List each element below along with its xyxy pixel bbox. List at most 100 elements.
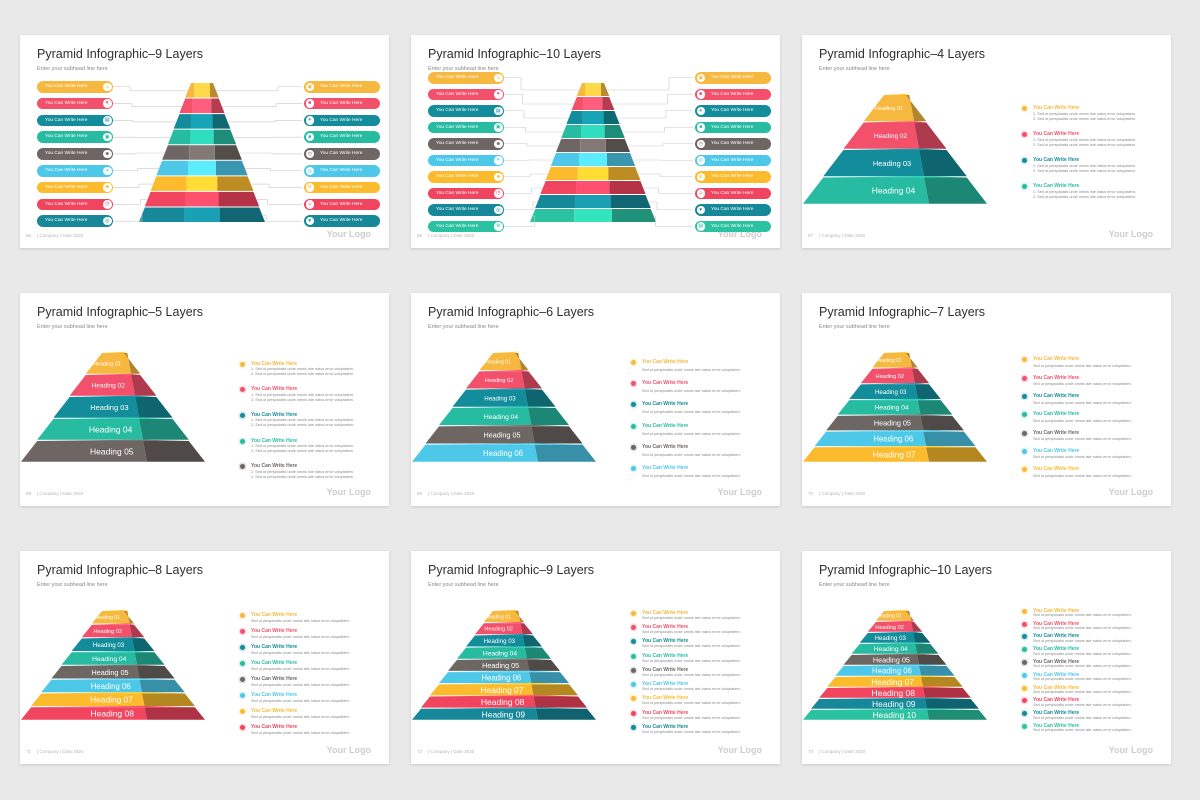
bullet-dot-icon <box>1022 393 1027 399</box>
slide[interactable]: Pyramid Infographic–9 Layers Enter your s… <box>20 35 389 248</box>
building-icon: ▣ <box>696 73 705 82</box>
bullet-dot-icon <box>631 710 636 716</box>
slide[interactable]: Pyramid Infographic–10 Layers Enter your … <box>411 35 780 248</box>
layer-center-face <box>582 111 604 124</box>
bullet-dot-icon <box>1022 158 1027 163</box>
legend-title: You Can Write Here <box>642 401 689 408</box>
layer-heading: Heading 08 <box>481 697 525 707</box>
legend-title: You Can Write Here <box>642 443 689 450</box>
layer-side-face <box>129 624 145 638</box>
people-icon: ☻ <box>305 99 314 108</box>
slide-subhead: Enter your subhead line here <box>37 66 108 72</box>
layer-center-face <box>577 167 609 180</box>
legend-text: Sed ut perspiciatis unde omnis iste natu… <box>642 672 741 677</box>
list-number: 1. <box>251 469 256 474</box>
layer-front-face <box>849 384 918 399</box>
pyramid-layer: Heading 01 <box>875 609 915 621</box>
layer-left-face <box>185 83 194 98</box>
layer-heading: Heading 02 <box>92 383 126 390</box>
slide[interactable]: Pyramid Infographic–5 Layers Enter your s… <box>20 293 389 506</box>
bullet-dot-icon <box>1022 698 1027 704</box>
layer-side-face <box>923 431 976 447</box>
pyramid-diagram <box>501 77 693 227</box>
pyramid-layer: Heading 07 <box>803 445 987 462</box>
pill-label: You Can Write Here <box>320 151 363 157</box>
layer-side-face <box>914 384 941 399</box>
layer-center-face <box>192 98 212 114</box>
pill-label: You Can Write Here <box>436 141 479 146</box>
bullet-dot-icon <box>1022 184 1027 189</box>
briefcase-icon: ■ <box>103 183 112 192</box>
layer-heading: Heading 01 <box>94 615 120 621</box>
layer-side-face <box>926 447 987 462</box>
legend-title: You Can Write Here <box>251 628 298 635</box>
briefcase-icon: ■ <box>696 123 705 132</box>
list-number: 1. <box>1033 137 1038 142</box>
pyramid-layer: Heading 03 <box>71 637 155 652</box>
layer-heading: Heading 09 <box>872 699 916 709</box>
pill-label: You Can Write Here <box>45 84 88 89</box>
legend-text: 1. Sed ut perspiciatis unde omnis iste n… <box>251 393 354 397</box>
slide-number: 73 <box>808 749 814 754</box>
slide[interactable]: Pyramid Infographic–10 Layers Enter your … <box>802 551 1171 764</box>
bullet-dot-icon <box>240 709 245 715</box>
layer-left-face <box>179 98 193 114</box>
pyramid-layer: Heading 02 <box>475 621 533 635</box>
legend-item: You Can Write Here Sed ut perspiciatis un… <box>1020 621 1163 634</box>
layer-top-face <box>835 675 955 677</box>
legend-title: You Can Write Here <box>1033 411 1080 418</box>
legend-text: Sed ut perspiciatis unde omnis iste natu… <box>251 634 350 639</box>
legend-item: You Can Write Here Sed ut perspiciatis un… <box>629 695 772 709</box>
label-pill-left: You Can Write Here ☀ <box>428 154 504 166</box>
slide[interactable]: Pyramid Infographic–8 Layers Enter your s… <box>20 551 389 764</box>
legend-item: You Can Write Here Sed ut perspiciatis un… <box>1020 608 1163 621</box>
list-text: Sed ut perspiciatis unde omnis iste natu… <box>1037 116 1137 121</box>
layer-right-face <box>213 129 237 145</box>
pyramid-layer: Heading 06 <box>412 443 596 462</box>
slide[interactable]: Pyramid Infographic–9 Layers Enter your s… <box>411 551 780 764</box>
slide[interactable]: Pyramid Infographic–7 Layers Enter your s… <box>802 293 1171 506</box>
layer-center-face <box>574 209 612 222</box>
slide[interactable]: Pyramid Infographic–6 Layers Enter your s… <box>411 293 780 506</box>
legend-item: You Can Write Here Sed ut perspiciatis un… <box>1020 466 1163 484</box>
layer-top-face <box>837 414 953 416</box>
layer-top-face <box>91 623 135 625</box>
connector-line <box>501 215 535 227</box>
gear-icon: ⚙ <box>696 172 705 181</box>
legend-title: You Can Write Here <box>251 612 298 619</box>
slide[interactable]: Pyramid Infographic–4 Layers Enter your s… <box>802 35 1171 248</box>
connector-line <box>110 152 165 155</box>
bullet-dot-icon <box>1022 647 1027 653</box>
layer-heading: Heading 06 <box>872 667 912 676</box>
layer-heading: Heading 03 <box>874 635 906 642</box>
list-text: Sed ut perspiciatis unde omnis iste natu… <box>255 423 355 428</box>
person-icon: ☺ <box>696 189 705 198</box>
layer-side-face <box>919 666 955 676</box>
gear-icon: ⚙ <box>494 222 503 231</box>
layer-side-face <box>915 644 939 654</box>
slide-subhead: Enter your subhead line here <box>37 324 108 330</box>
legend-text: 2. Sed ut perspiciatis unde omnis iste n… <box>1033 143 1136 147</box>
layer-left-face <box>167 129 191 145</box>
legend-text: Sed ut perspiciatis unde omnis iste natu… <box>1033 400 1132 405</box>
legend-title: You Can Write Here <box>251 644 298 651</box>
legend-text: Sed ut perspiciatis unde omnis iste natu… <box>1033 625 1132 630</box>
legend-text: 1. Sed ut perspiciatis unde omnis iste n… <box>1033 112 1136 116</box>
layer-side-face <box>524 389 556 407</box>
layer-top-face <box>81 637 145 639</box>
bullet-dot-icon <box>1022 685 1027 691</box>
layer-side-face <box>528 408 569 426</box>
layer-heading: Heading 06 <box>483 449 523 458</box>
layer-front-face <box>837 400 921 415</box>
legend-title: You Can Write Here <box>1033 374 1080 381</box>
list-number: 2. <box>251 423 256 428</box>
legend-text: Sed ut perspiciatis unde omnis iste natu… <box>642 431 741 436</box>
logo: Your Logo <box>1108 745 1153 755</box>
bullet-dot-icon <box>1022 412 1027 418</box>
pyramid-layer: Heading 01 <box>872 351 918 368</box>
legend-text: Sed ut perspiciatis unde omnis iste natu… <box>1033 455 1132 460</box>
layer-heading: Heading 01 <box>876 614 902 620</box>
lightbulb-icon: ☀ <box>696 106 705 115</box>
legend-item: You Can Write Here 1. Sed ut perspiciatis… <box>1020 157 1163 183</box>
layer-heading: Heading 05 <box>90 446 134 456</box>
